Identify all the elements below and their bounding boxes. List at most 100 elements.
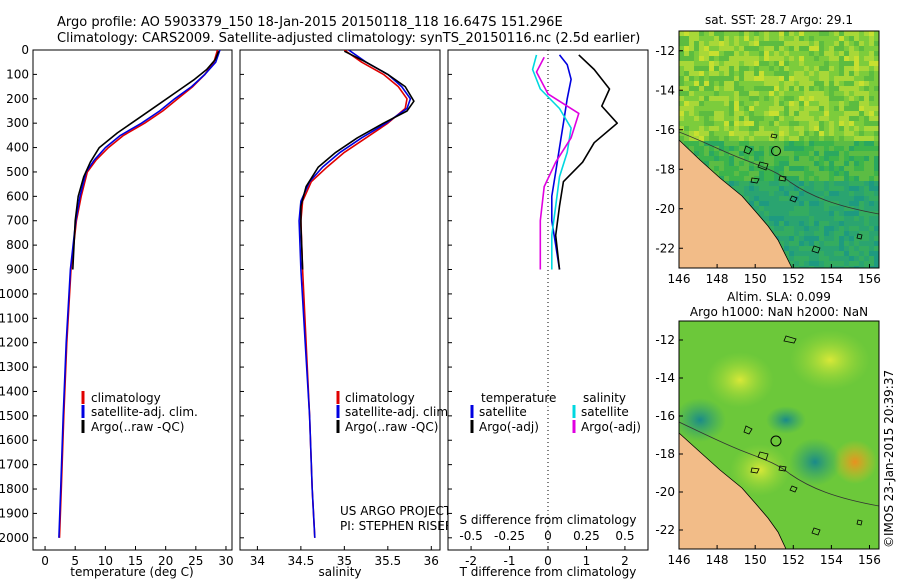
map-x-tick-label: 152 [782, 272, 805, 286]
difference-x2label: S difference from climatology [460, 513, 637, 527]
y-tick-label: 800 [6, 238, 29, 252]
x-tick-label: -2 [465, 554, 477, 568]
map-y-tick-label: -16 [655, 409, 675, 423]
y-tick-label: 700 [6, 214, 29, 228]
map-y-tick-label: -22 [655, 241, 675, 255]
x-tick-label: 36 [424, 554, 439, 568]
x-tick-label: 25 [188, 554, 203, 568]
y-tick-label: 1500 [0, 409, 29, 423]
map-y-tick-label: -18 [655, 447, 675, 461]
sla-map-title: Altim. SLA: 0.099 [727, 290, 831, 304]
difference-axes: -2 -1 0 1 2 -0.5 -0.25 0 0.25 0.5 [448, 49, 634, 568]
series-line-satellite-adj--clim- [298, 50, 412, 538]
x-tick-label: 35 [337, 554, 352, 568]
x2-tick-label: 0.5 [615, 529, 634, 543]
legend-label-temp-satellite: satellite [479, 405, 527, 419]
x-tick-label: 15 [128, 554, 143, 568]
y-tick-label: 500 [6, 165, 29, 179]
legend-label-satellite: satellite-adj. clim. [91, 405, 198, 419]
x2-tick-label: -0.5 [459, 529, 482, 543]
map-x-tick-label: 156 [858, 553, 881, 567]
temperature-panel: 0100200300400500600700800900100011001200… [0, 43, 234, 579]
map-x-tick-label: 154 [820, 553, 843, 567]
reef-outlines [743, 335, 863, 536]
x-tick-label: 30 [218, 554, 233, 568]
map-y-tick-label: -18 [655, 162, 675, 176]
x-tick-label: 20 [158, 554, 173, 568]
coastline [679, 139, 793, 268]
x-tick-label: 34 [250, 554, 265, 568]
map-y-tick-label: -20 [655, 202, 675, 216]
y-tick-label: 100 [6, 67, 29, 81]
map-y-tick-label: -14 [655, 83, 675, 97]
y-tick-label: 600 [6, 189, 29, 203]
bathymetry-contour [679, 131, 879, 215]
map-y-tick-label: -16 [655, 123, 675, 137]
y-tick-label: 1700 [0, 458, 29, 472]
y-tick-label: 200 [6, 92, 29, 106]
legend-label-argo: Argo(..raw -QC) [345, 420, 438, 434]
x-tick-label: 10 [98, 554, 113, 568]
bathymetry-contour [679, 421, 879, 507]
difference-legend: temperature salinity satellite Argo(-adj… [470, 391, 641, 434]
series-line-argo---raw--qc- [300, 50, 415, 270]
series-line-salinity-argo--adj- [535, 56, 580, 270]
x-tick-label: 5 [71, 554, 79, 568]
reef-outlines [743, 133, 863, 254]
legend-label-temp-argo: Argo(-adj) [479, 420, 539, 434]
map-y-tick-label: -22 [655, 523, 675, 537]
legend-label-argo: Argo(..raw -QC) [91, 420, 184, 434]
x-tick-label: 0 [544, 554, 552, 568]
map-y-tick-label: -20 [655, 485, 675, 499]
map-y-tick-label: -12 [655, 44, 675, 58]
map-x-tick-label: 152 [782, 553, 805, 567]
series-line-satellite-adj--clim- [58, 50, 221, 538]
imos-credit: ©IMOS 23-Jan-2015 20:39:37 [882, 370, 896, 548]
y-tick-label: 1900 [0, 506, 29, 520]
salinity-lines [298, 50, 415, 538]
map-y-tick-label: -14 [655, 371, 675, 385]
sst-heatmap-cells [679, 31, 879, 268]
map-x-tick-label: 146 [668, 272, 691, 286]
y-tick-label: 0 [21, 43, 29, 57]
x-tick-label: 1 [583, 554, 591, 568]
legend-label-sal-argo: Argo(-adj) [581, 420, 641, 434]
figure-subtitle: Climatology: CARS2009. Satellite-adjuste… [57, 31, 640, 46]
sst-map-title: sat. SST: 28.7 Argo: 29.1 [705, 13, 853, 27]
pi-annotation: PI: STEPHEN RISER [340, 519, 453, 533]
difference-lines [531, 54, 619, 270]
coastline [679, 432, 787, 549]
legend-header-temperature: temperature [481, 391, 556, 405]
argo-location-marker [770, 435, 782, 447]
sla-map-subtitle: Argo h1000: NaN h2000: NaN [690, 305, 868, 319]
x-tick-label: 2 [621, 554, 629, 568]
coastline-land [679, 433, 786, 549]
coastline-land [679, 140, 792, 268]
map-x-tick-label: 148 [706, 272, 729, 286]
y-tick-label: 2000 [0, 531, 29, 545]
y-tick-label: 1800 [0, 482, 29, 496]
figure-title: Argo profile: AO 5903379_150 18-Jan-2015… [57, 15, 563, 30]
x-tick-label: 35.5 [374, 554, 401, 568]
salinity-legend: climatology satellite-adj. clim. Argo(..… [336, 391, 452, 434]
temperature-axes: 0100200300400500600700800900100011001200… [0, 43, 234, 568]
difference-xlabel: T difference from climatology [459, 565, 637, 579]
project-annotation: US ARGO PROJECT [340, 504, 452, 518]
y-tick-label: 400 [6, 141, 29, 155]
temperature-xlabel: temperature (deg C) [70, 565, 193, 579]
salinity-xlabel: salinity [318, 565, 361, 579]
map-x-tick-label: 148 [706, 553, 729, 567]
x-tick-label: -1 [504, 554, 516, 568]
difference-panel: -2 -1 0 1 2 -0.5 -0.25 0 0.25 0.5 temperature sal… [447, 49, 649, 579]
y-tick-label: 300 [6, 116, 29, 130]
y-tick-label: 1100 [0, 311, 29, 325]
series-line-temperature-argo--adj- [554, 54, 619, 270]
x2-tick-label: 0 [544, 529, 552, 543]
sla-map: Altim. SLA: 0.099 Argo h1000: NaN h2000:… [655, 290, 881, 567]
x2-tick-label: 0.25 [573, 529, 600, 543]
argo-location-marker [771, 146, 781, 156]
sla-map-axes: 146 148 150 152 154 156 -12 -14 -16 -18 -20 -22 [655, 333, 881, 567]
sst-map: sat. SST: 28.7 Argo: 29.1 146 148 150 152 15… [655, 13, 881, 286]
series-line-argo---raw--qc- [72, 50, 220, 270]
